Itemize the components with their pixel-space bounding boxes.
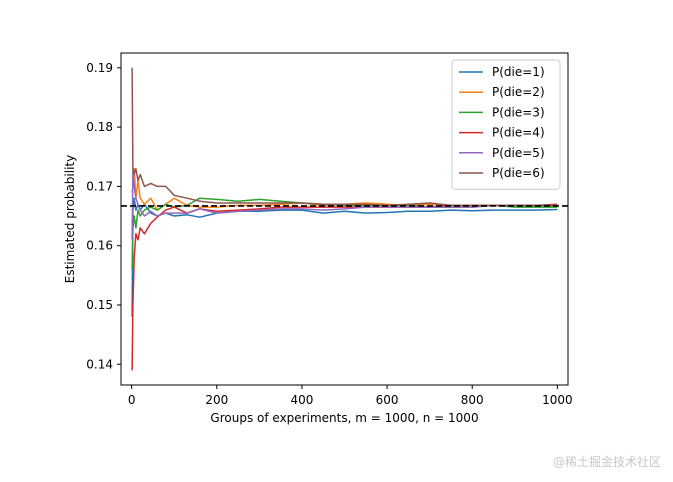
y-tick-label: 0.14	[86, 357, 113, 371]
plot-frame	[120, 52, 569, 386]
x-tick-label: 800	[461, 393, 484, 407]
y-tick-label: 0.15	[86, 298, 113, 312]
x-axis-label: Groups of experiments, m = 1000, n = 100…	[210, 411, 478, 425]
y-axis-label: Estimated probability	[63, 155, 77, 283]
x-tick-label: 600	[376, 393, 399, 407]
watermark-text: @稀土掘金技术社区	[552, 455, 661, 469]
x-tick-label: 0	[128, 393, 136, 407]
legend-label-die-5: P(die=5)	[492, 146, 545, 160]
y-tick-label: 0.16	[86, 239, 113, 253]
x-axis: 0 200 400 600 800 1000	[128, 385, 573, 407]
legend-label-die-6: P(die=6)	[492, 166, 545, 180]
legend-label-die-2: P(die=2)	[492, 85, 545, 99]
x-tick-label: 400	[290, 393, 313, 407]
x-tick-label: 200	[205, 393, 228, 407]
y-tick-label: 0.17	[86, 179, 113, 193]
series-line-die-5	[131, 167, 558, 240]
x-tick-label: 1000	[542, 393, 573, 407]
y-tick-label: 0.19	[86, 61, 113, 75]
legend-label-die-3: P(die=3)	[492, 105, 545, 119]
y-tick-label: 0.18	[86, 120, 113, 134]
legend-label-die-1: P(die=1)	[492, 65, 545, 79]
legend: P(die=1) P(die=2) P(die=3) P(die=4) P(die=5)…	[451, 59, 561, 190]
legend-label-die-4: P(die=4)	[492, 126, 545, 140]
y-axis: 0.14 0.15 0.16 0.17 0.18 0.19	[86, 61, 121, 371]
